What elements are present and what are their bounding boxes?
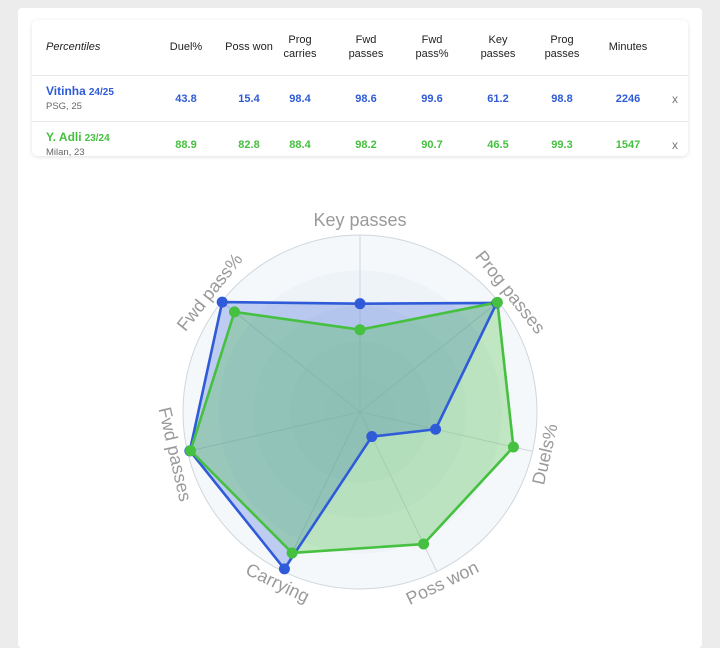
value-prog-carries: 98.4 xyxy=(289,93,311,105)
radar-point[interactable] xyxy=(278,563,290,575)
radar-point[interactable] xyxy=(228,306,240,318)
radar-point[interactable] xyxy=(430,423,442,435)
player-club: Milan, 23 xyxy=(46,147,85,158)
radar-point[interactable] xyxy=(418,538,430,550)
player-season: 23/24 xyxy=(84,133,110,144)
header-fwd-passes[interactable]: Fwd passes xyxy=(348,34,384,60)
radar-point[interactable] xyxy=(507,441,519,453)
header-minutes[interactable]: Minutes xyxy=(608,41,648,53)
radar-spoke xyxy=(187,411,361,452)
percentiles-table: Percentiles Duel% Poss won Prog carries … xyxy=(32,20,688,158)
value-poss-won: 82.8 xyxy=(238,139,260,151)
table-header: Percentiles Duel% Poss won Prog carries … xyxy=(32,20,688,74)
value-duel-pct: 43.8 xyxy=(175,93,197,105)
value-poss-won: 15.4 xyxy=(238,93,260,105)
value-key-passes: 46.5 xyxy=(487,139,509,151)
player-cell: Y. Adli 23/24 Milan, 23 xyxy=(46,122,110,168)
value-fwd-pass-pct: 90.7 xyxy=(421,139,443,151)
header-prog-carries[interactable]: Prog carries xyxy=(283,34,317,60)
radar-area-2 xyxy=(190,302,514,553)
value-prog-passes: 98.8 xyxy=(551,93,573,105)
remove-player-button[interactable]: x xyxy=(672,92,678,106)
radar-point[interactable] xyxy=(286,547,298,559)
header-percentiles: Percentiles xyxy=(46,41,101,53)
player-name[interactable]: Vitinha xyxy=(46,84,86,98)
player-name[interactable]: Y. Adli xyxy=(46,130,82,144)
radar-point[interactable] xyxy=(491,296,503,308)
player-season: 24/25 xyxy=(88,87,114,98)
radar-spoke xyxy=(359,411,533,452)
radar-outline-1 xyxy=(188,300,499,571)
remove-player-button[interactable]: x xyxy=(672,138,678,152)
player-club: PSG, 25 xyxy=(46,101,82,112)
radar-point[interactable] xyxy=(354,298,366,310)
header-key-passes[interactable]: Key passes xyxy=(480,34,516,60)
table-row: Y. Adli 23/24 Milan, 23 88.9 82.8 88.4 9… xyxy=(32,121,688,168)
radar-spoke xyxy=(221,301,361,413)
radar-outline-2 xyxy=(189,301,515,555)
table-row: Vitinha 24/25 PSG, 25 43.8 15.4 98.4 98.… xyxy=(32,75,688,122)
player-cell: Vitinha 24/25 PSG, 25 xyxy=(46,76,114,122)
value-prog-passes: 99.3 xyxy=(551,139,573,151)
value-fwd-pass-pct: 99.6 xyxy=(421,93,443,105)
radar-point[interactable] xyxy=(185,445,197,457)
radar-point[interactable] xyxy=(354,324,366,336)
header-prog-passes[interactable]: Prog passes xyxy=(544,34,580,60)
radar-spoke xyxy=(359,301,499,413)
value-minutes: 2246 xyxy=(615,93,641,105)
radar-axis-label: Key passes xyxy=(313,210,406,230)
value-key-passes: 61.2 xyxy=(487,93,509,105)
value-prog-carries: 88.4 xyxy=(289,139,311,151)
radar-area-1 xyxy=(189,302,497,569)
radar-spoke xyxy=(282,411,361,572)
value-duel-pct: 88.9 xyxy=(175,139,197,151)
radar-point[interactable] xyxy=(216,296,228,308)
header-duel-pct[interactable]: Duel% xyxy=(169,41,203,53)
value-fwd-passes: 98.6 xyxy=(355,93,377,105)
value-fwd-passes: 98.2 xyxy=(355,139,377,151)
value-minutes: 1547 xyxy=(615,139,641,151)
header-fwd-pass-pct[interactable]: Fwd pass% xyxy=(415,34,449,60)
radar-point[interactable] xyxy=(366,431,378,443)
header-poss-won[interactable]: Poss won xyxy=(225,41,273,53)
